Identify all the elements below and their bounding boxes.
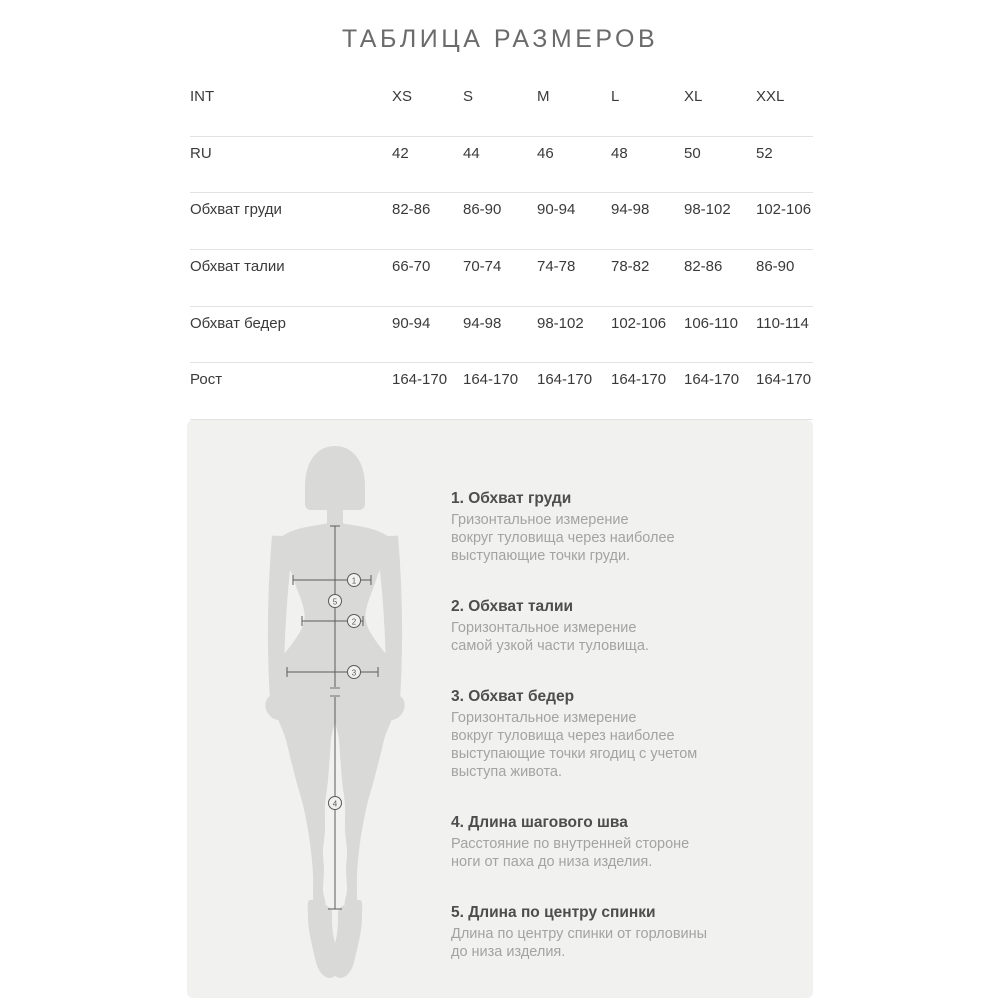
- svg-text:5: 5: [333, 597, 338, 606]
- svg-text:2: 2: [352, 617, 357, 626]
- svg-text:4: 4: [333, 799, 338, 808]
- svg-text:3: 3: [352, 668, 357, 677]
- svg-text:1: 1: [352, 576, 357, 585]
